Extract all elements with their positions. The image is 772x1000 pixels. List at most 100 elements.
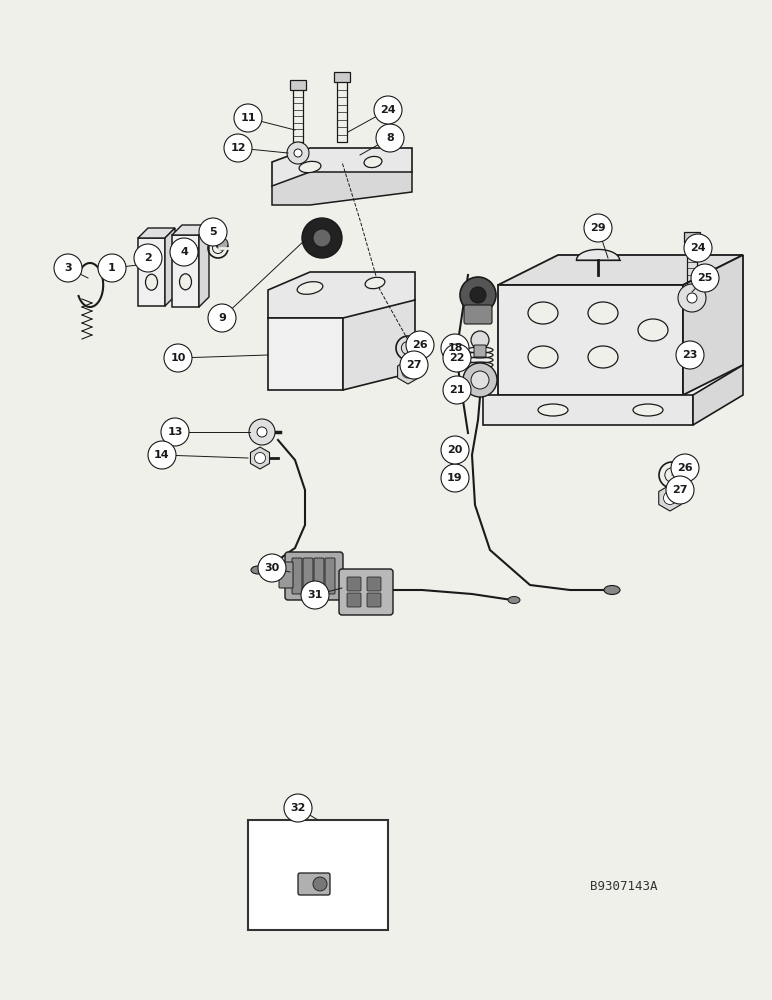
Circle shape bbox=[134, 244, 162, 272]
Text: B9307143A: B9307143A bbox=[590, 880, 658, 893]
Polygon shape bbox=[693, 365, 743, 425]
Ellipse shape bbox=[508, 596, 520, 603]
Circle shape bbox=[302, 218, 342, 258]
Text: 29: 29 bbox=[590, 223, 606, 233]
Polygon shape bbox=[659, 485, 681, 511]
Ellipse shape bbox=[638, 319, 668, 341]
Polygon shape bbox=[483, 395, 693, 425]
Circle shape bbox=[471, 371, 489, 389]
Polygon shape bbox=[172, 225, 209, 235]
Circle shape bbox=[678, 284, 706, 312]
FancyBboxPatch shape bbox=[303, 558, 313, 594]
Circle shape bbox=[671, 454, 699, 482]
Polygon shape bbox=[577, 249, 620, 260]
Text: 24: 24 bbox=[380, 105, 396, 115]
Text: 18: 18 bbox=[447, 343, 462, 353]
Text: 5: 5 bbox=[209, 227, 217, 237]
Ellipse shape bbox=[180, 274, 191, 290]
Circle shape bbox=[374, 96, 402, 124]
Circle shape bbox=[443, 344, 471, 372]
Ellipse shape bbox=[528, 346, 558, 368]
Ellipse shape bbox=[299, 161, 321, 173]
Text: 13: 13 bbox=[168, 427, 183, 437]
Polygon shape bbox=[272, 172, 412, 205]
Circle shape bbox=[313, 877, 327, 891]
Polygon shape bbox=[165, 228, 175, 306]
Text: 10: 10 bbox=[171, 353, 186, 363]
Circle shape bbox=[164, 344, 192, 372]
Text: 2: 2 bbox=[144, 253, 152, 263]
Circle shape bbox=[406, 331, 434, 359]
FancyBboxPatch shape bbox=[292, 558, 302, 594]
Ellipse shape bbox=[604, 585, 620, 594]
Ellipse shape bbox=[528, 302, 558, 324]
Circle shape bbox=[258, 554, 286, 582]
FancyBboxPatch shape bbox=[367, 593, 381, 607]
Polygon shape bbox=[268, 318, 343, 390]
Text: 27: 27 bbox=[672, 485, 688, 495]
Circle shape bbox=[663, 491, 676, 504]
Ellipse shape bbox=[538, 404, 568, 416]
Text: 32: 32 bbox=[290, 803, 306, 813]
Polygon shape bbox=[268, 272, 415, 318]
Circle shape bbox=[287, 142, 309, 164]
Text: 30: 30 bbox=[264, 563, 279, 573]
Text: 8: 8 bbox=[386, 133, 394, 143]
Circle shape bbox=[443, 376, 471, 404]
FancyBboxPatch shape bbox=[285, 552, 343, 600]
Ellipse shape bbox=[364, 156, 382, 168]
Ellipse shape bbox=[588, 346, 618, 368]
Circle shape bbox=[284, 794, 312, 822]
Text: 24: 24 bbox=[690, 243, 706, 253]
Ellipse shape bbox=[297, 282, 323, 294]
Circle shape bbox=[400, 351, 428, 379]
Polygon shape bbox=[683, 255, 743, 395]
Text: 20: 20 bbox=[447, 445, 462, 455]
Polygon shape bbox=[250, 447, 269, 469]
Circle shape bbox=[666, 476, 694, 504]
Circle shape bbox=[255, 452, 266, 464]
Circle shape bbox=[471, 331, 489, 349]
FancyBboxPatch shape bbox=[248, 820, 388, 930]
Circle shape bbox=[224, 134, 252, 162]
Circle shape bbox=[148, 441, 176, 469]
Circle shape bbox=[208, 304, 236, 332]
Text: 11: 11 bbox=[240, 113, 256, 123]
Circle shape bbox=[313, 229, 331, 247]
Text: 21: 21 bbox=[449, 385, 465, 395]
Circle shape bbox=[301, 581, 329, 609]
Polygon shape bbox=[272, 148, 412, 186]
Text: 1: 1 bbox=[108, 263, 116, 273]
FancyBboxPatch shape bbox=[298, 873, 330, 895]
Circle shape bbox=[234, 104, 262, 132]
Circle shape bbox=[684, 234, 712, 262]
Circle shape bbox=[463, 363, 497, 397]
FancyBboxPatch shape bbox=[172, 235, 199, 307]
Text: 23: 23 bbox=[682, 350, 698, 360]
Polygon shape bbox=[343, 300, 415, 390]
Polygon shape bbox=[334, 72, 350, 82]
Ellipse shape bbox=[633, 404, 663, 416]
Polygon shape bbox=[398, 360, 418, 384]
Ellipse shape bbox=[251, 566, 265, 574]
Circle shape bbox=[441, 334, 469, 362]
Ellipse shape bbox=[145, 249, 157, 265]
Text: 14: 14 bbox=[154, 450, 170, 460]
Polygon shape bbox=[138, 228, 175, 238]
Ellipse shape bbox=[365, 277, 385, 289]
Circle shape bbox=[249, 419, 275, 445]
Polygon shape bbox=[199, 225, 209, 307]
FancyBboxPatch shape bbox=[347, 577, 361, 591]
Ellipse shape bbox=[180, 247, 191, 263]
Circle shape bbox=[54, 254, 82, 282]
Polygon shape bbox=[290, 80, 306, 90]
Circle shape bbox=[687, 293, 697, 303]
Ellipse shape bbox=[588, 302, 618, 324]
Circle shape bbox=[584, 214, 612, 242]
Circle shape bbox=[402, 366, 414, 378]
Text: 26: 26 bbox=[677, 463, 692, 473]
FancyBboxPatch shape bbox=[279, 562, 293, 588]
Text: 31: 31 bbox=[307, 590, 323, 600]
Circle shape bbox=[170, 238, 198, 266]
Circle shape bbox=[216, 238, 228, 250]
